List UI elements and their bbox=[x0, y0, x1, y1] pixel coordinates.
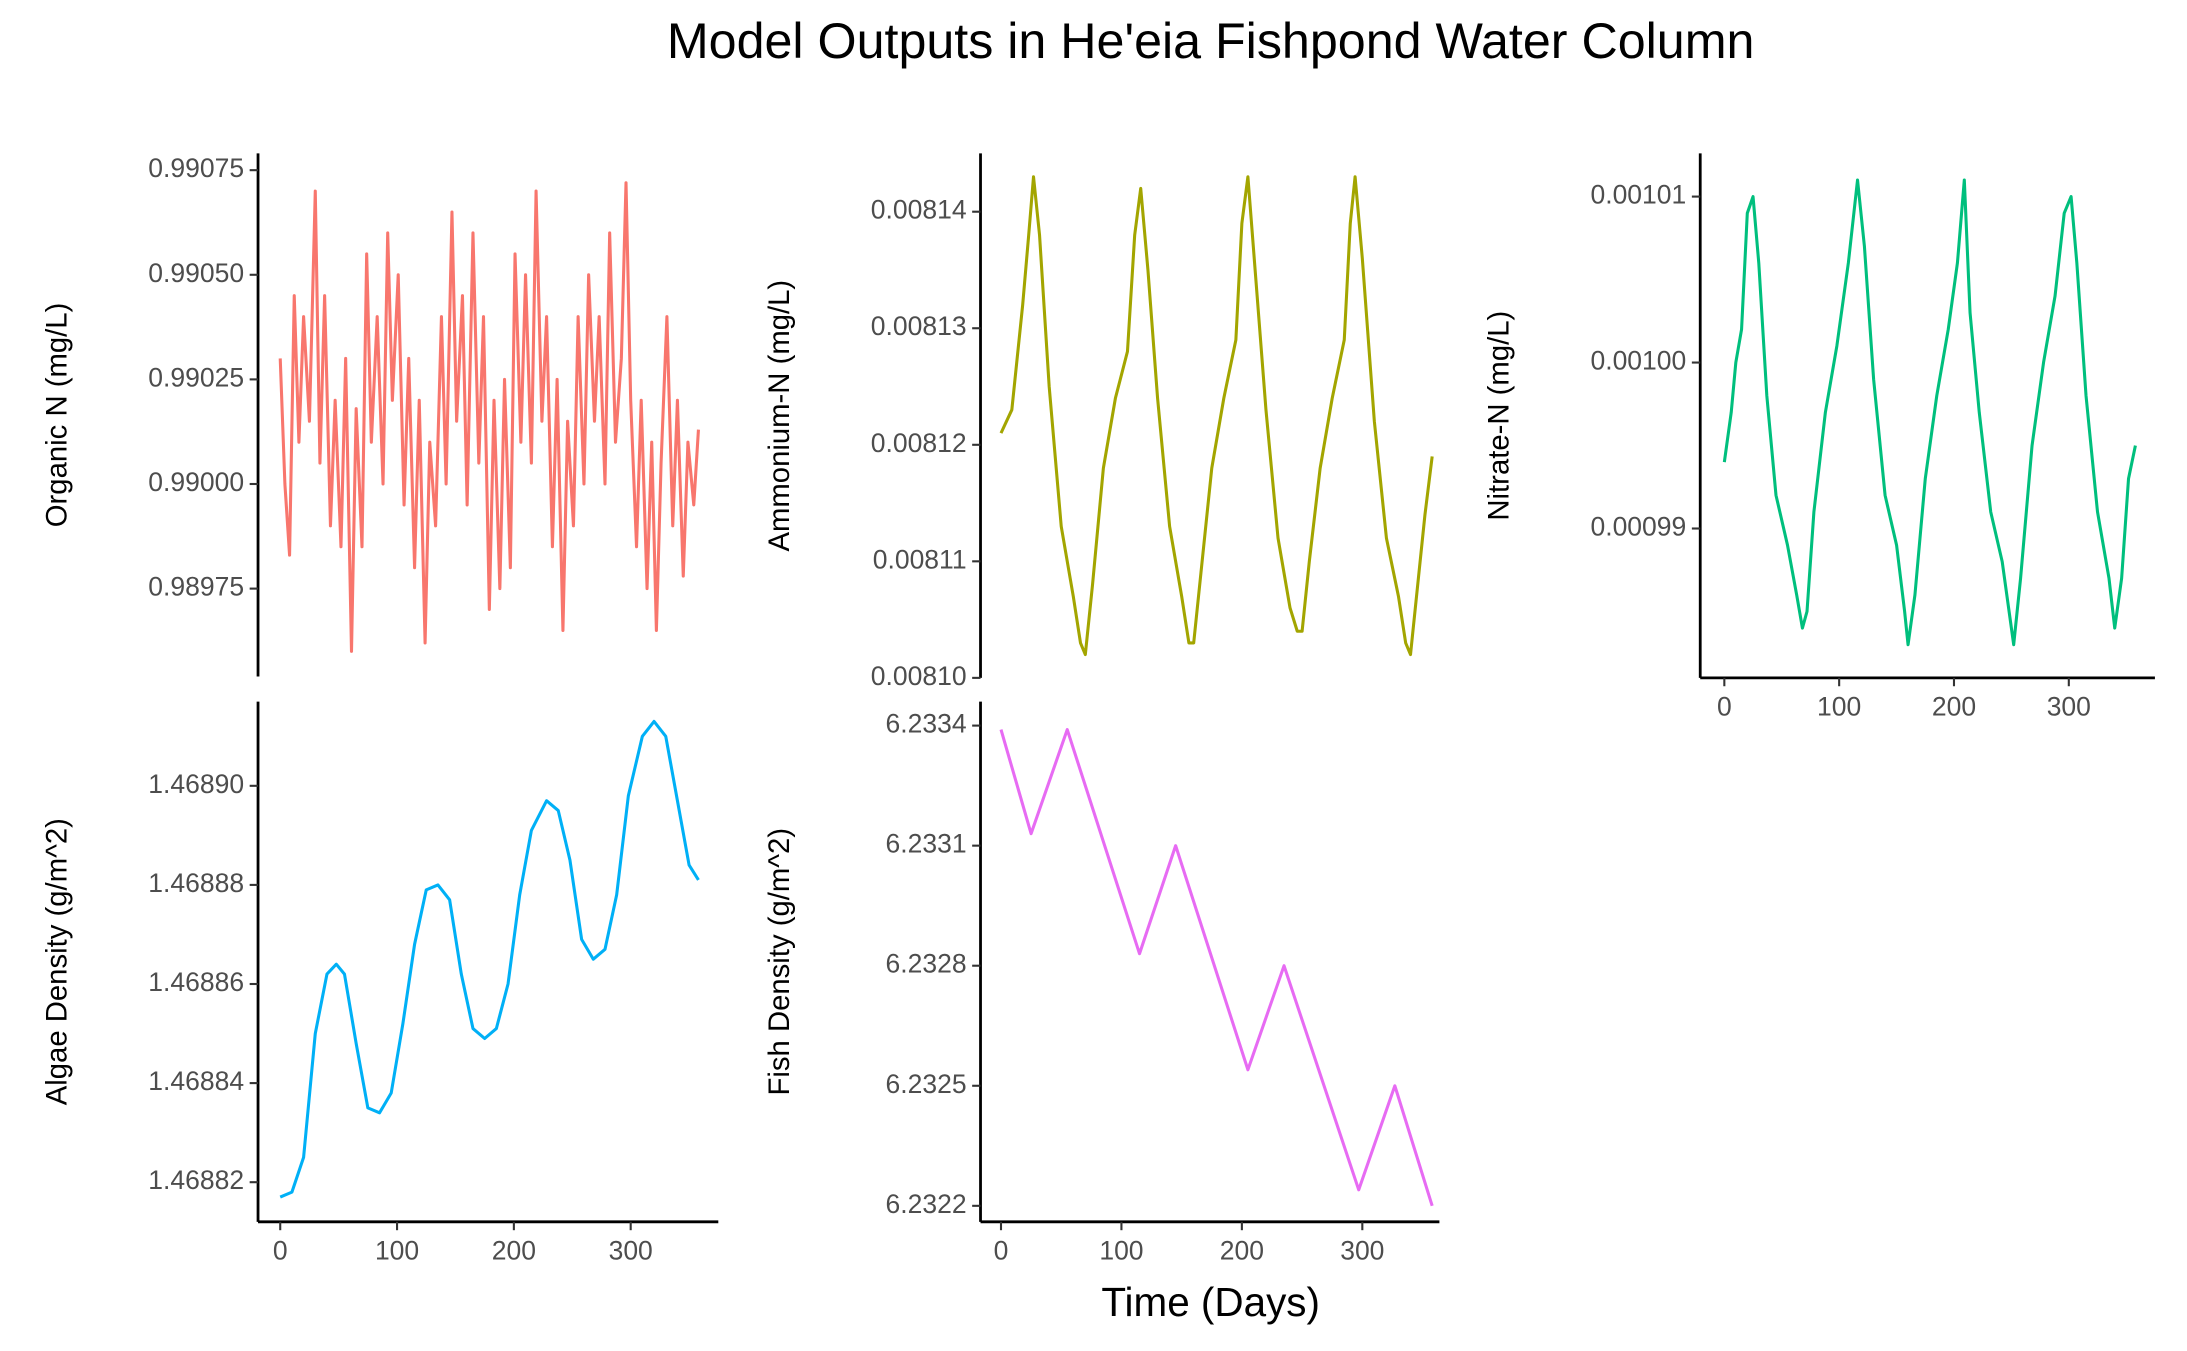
x-tick-label: 0 bbox=[1717, 692, 1732, 722]
x-tick-label: 300 bbox=[609, 1236, 653, 1266]
x-tick-label: 100 bbox=[375, 1236, 419, 1266]
y-tick-label: 6.2328 bbox=[886, 949, 967, 979]
x-tick-label: 200 bbox=[1220, 1236, 1264, 1266]
y-tick-label: 6.2322 bbox=[886, 1189, 967, 1219]
y-tick-label: 0.99050 bbox=[148, 258, 244, 288]
y-tick-label: 0.00810 bbox=[871, 661, 967, 691]
figure-title: Model Outputs in He'eia Fishpond Water C… bbox=[667, 13, 1755, 69]
y-tick-label: 1.46890 bbox=[148, 769, 244, 799]
y-tick-label: 0.99075 bbox=[148, 153, 244, 183]
x-tick-label: 200 bbox=[1932, 692, 1976, 722]
y-axis-title: Fish Density (g/m^2) bbox=[763, 828, 796, 1096]
x-tick-label: 300 bbox=[1340, 1236, 1384, 1266]
x-tick-label: 100 bbox=[1099, 1236, 1143, 1266]
y-axis-title: Ammonium-N (mg/L) bbox=[763, 280, 796, 552]
y-axis-title: Algae Density (g/m^2) bbox=[40, 818, 73, 1105]
x-tick-label: 200 bbox=[492, 1236, 536, 1266]
y-tick-label: 1.46888 bbox=[148, 868, 244, 898]
x-axis-title: Time (Days) bbox=[1101, 1279, 1320, 1325]
x-tick-label: 0 bbox=[994, 1236, 1009, 1266]
y-tick-label: 6.2325 bbox=[886, 1069, 967, 1099]
x-tick-label: 0 bbox=[273, 1236, 288, 1266]
x-tick-label: 100 bbox=[1817, 692, 1861, 722]
y-tick-label: 0.00099 bbox=[1590, 512, 1686, 542]
y-tick-label: 0.00101 bbox=[1590, 180, 1686, 210]
y-tick-label: 1.46882 bbox=[148, 1165, 244, 1195]
y-tick-label: 0.00814 bbox=[871, 195, 967, 225]
y-tick-label: 1.46886 bbox=[148, 967, 244, 997]
y-tick-label: 0.98975 bbox=[148, 572, 244, 602]
x-tick-label: 300 bbox=[2047, 692, 2091, 722]
y-tick-label: 0.00812 bbox=[871, 428, 967, 458]
data-line bbox=[1722, 178, 2137, 647]
data-line bbox=[999, 728, 1434, 1207]
y-tick-label: 1.46884 bbox=[148, 1066, 244, 1096]
y-tick-label: 6.2334 bbox=[886, 709, 967, 739]
data-line bbox=[278, 181, 700, 653]
y-tick-label: 6.2331 bbox=[886, 829, 967, 859]
y-axis-title: Organic N (mg/L) bbox=[40, 303, 73, 528]
y-tick-label: 0.00811 bbox=[873, 544, 967, 574]
data-line bbox=[279, 719, 700, 1199]
y-tick-label: 0.99025 bbox=[148, 362, 244, 392]
data-line bbox=[999, 175, 1434, 657]
y-tick-label: 0.99000 bbox=[148, 467, 244, 497]
y-tick-label: 0.00100 bbox=[1590, 346, 1686, 376]
y-axis-title: Nitrate-N (mg/L) bbox=[1483, 311, 1516, 521]
y-tick-label: 0.00813 bbox=[871, 311, 967, 341]
